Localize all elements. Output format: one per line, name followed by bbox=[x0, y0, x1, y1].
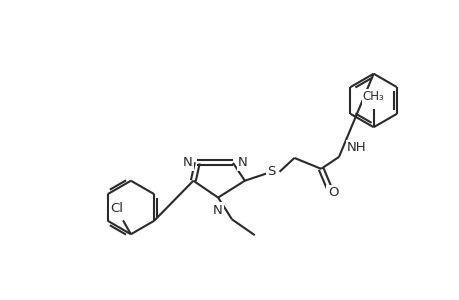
Text: CH₃: CH₃ bbox=[362, 90, 384, 104]
Text: S: S bbox=[267, 165, 275, 178]
Text: N: N bbox=[237, 156, 247, 170]
Text: Cl: Cl bbox=[110, 202, 123, 215]
Text: O: O bbox=[327, 186, 337, 199]
Text: N: N bbox=[182, 156, 192, 170]
Text: NH: NH bbox=[346, 141, 366, 154]
Text: N: N bbox=[213, 203, 223, 217]
